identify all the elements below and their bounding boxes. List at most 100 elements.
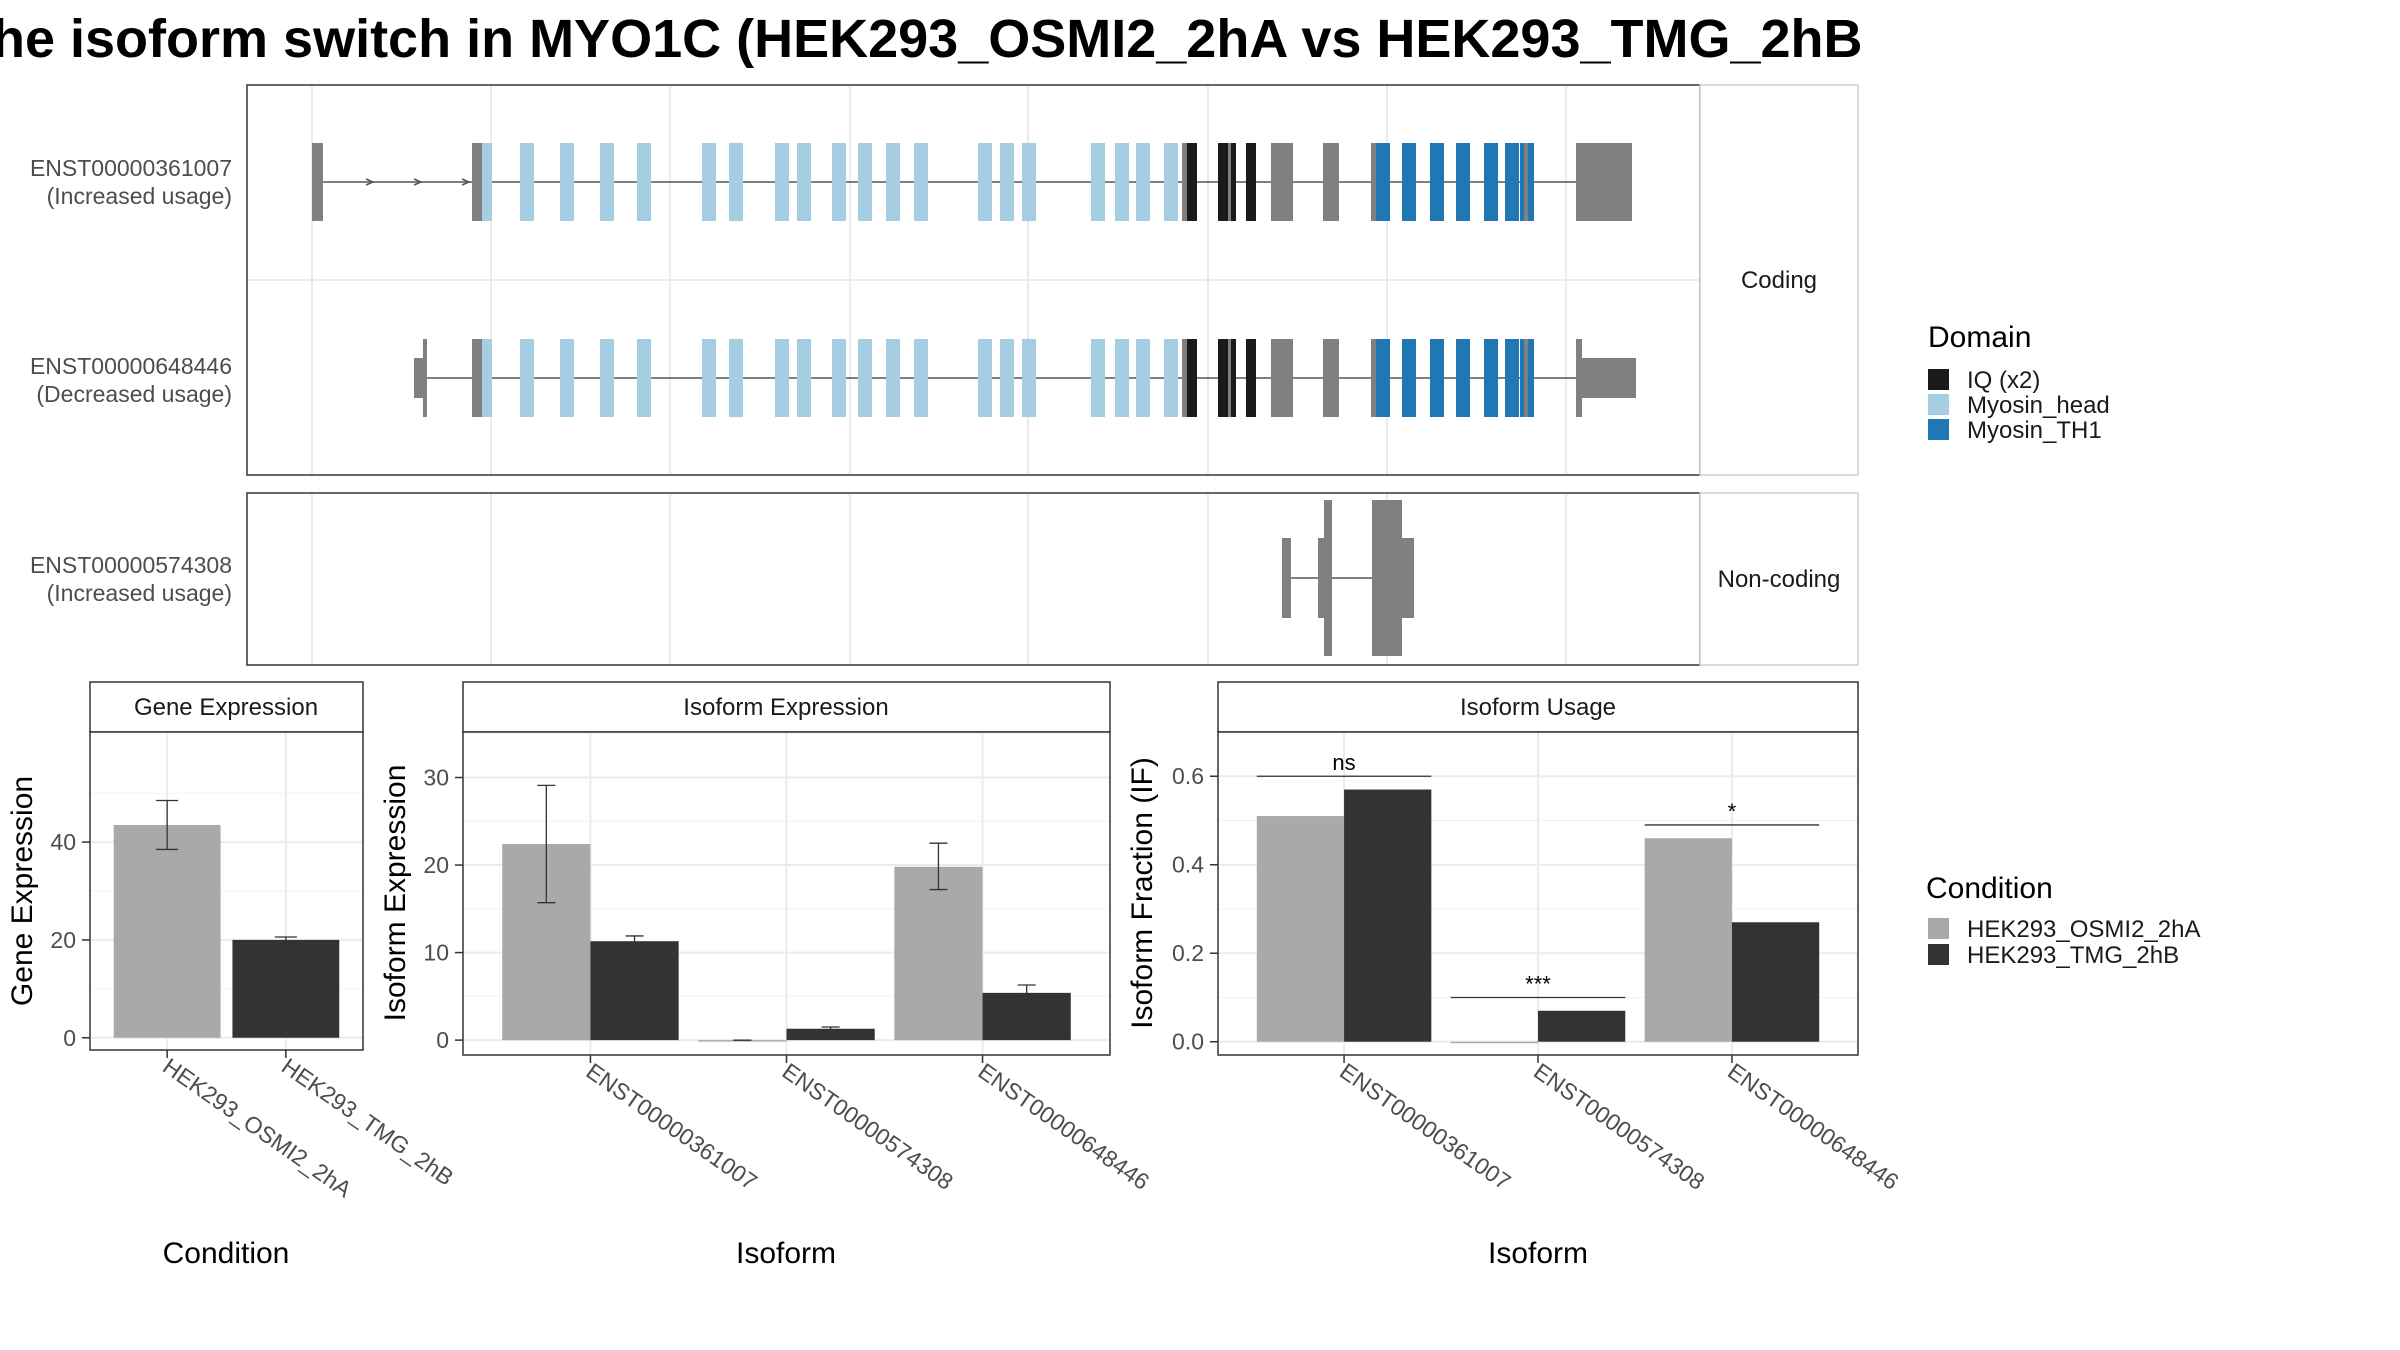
isoform-usage-strip [1217,681,1859,733]
domain-myosin-th1 [1430,339,1444,417]
domain-myosin-head [797,339,811,417]
domain-myosin-th1 [1456,143,1470,221]
domain-myosin-head [886,143,900,221]
exon-cds [1182,143,1191,221]
exon-cds [1228,143,1231,221]
domain-myosin-head [520,339,534,417]
strip-coding [1699,84,1859,476]
transcript-panel-noncoding: Non-coding ENST00000574308 (Increased us… [30,492,1859,666]
exon-cds [1228,339,1231,417]
bar [786,1028,875,1041]
significance-label: ns [1332,750,1355,775]
domain-myosin-head [978,143,992,221]
bar [698,1040,787,1042]
bar [1344,789,1432,1042]
domain-myosin-head [1164,339,1178,417]
domain-myosin-head [1091,339,1105,417]
transcript-label-id: ENST00000648446 [30,353,232,379]
y-tick-label: 20 [50,927,76,953]
gene-expression-strip-label: Gene Expression [134,694,318,721]
bar [1538,1010,1626,1042]
transcript-panel-coding: Coding ENST00000361007 (Increased usage)… [30,84,1859,476]
domain-myosin-head [560,339,574,417]
exon-cds [1576,339,1582,417]
domain-myosin-head [1022,339,1036,417]
domain-myosin-head [600,143,614,221]
isoform-usage-strip-label: Isoform Usage [1460,694,1616,721]
domain-myosin-head [1115,339,1129,417]
domain-myosin-head [1115,143,1129,221]
legend-key-condition-b [1928,944,1949,965]
domain-myosin-th1 [1456,339,1470,417]
gene-expression-strip [89,681,364,733]
transcript-panel-noncoding-tracks [1282,500,1414,656]
domain-myosin-head [637,339,651,417]
bar [590,941,679,1041]
x-tick-label: HEK293_OSMI2_2hA [158,1053,357,1203]
y-tick-label: 40 [50,829,76,855]
y-tick-label: 0 [63,1025,76,1051]
y-tick-label: 30 [423,765,449,791]
exon-cds [1524,339,1528,417]
domain-myosin-head [858,339,872,417]
exon-end [1576,143,1632,221]
domain-myosin-head [775,143,789,221]
domain-myosin-th1 [1376,143,1390,221]
x-tick-label: ENST00000574308 [778,1058,958,1195]
isoform-expression-xlabel: Isoform [736,1237,836,1270]
exon-utr [414,358,424,398]
bar [1644,838,1732,1042]
domain-myosin-head [858,143,872,221]
domain-myosin-head [1136,143,1150,221]
domain-myosin-head [1091,143,1105,221]
legend-label-iq: IQ (x2) [1967,367,2040,394]
domain-myosin-head [520,143,534,221]
intron-arrow [413,178,423,186]
domain-myosin-head [1022,143,1036,221]
strip-coding-label: Coding [1741,267,1817,294]
isoform-expression-strip [462,681,1111,733]
bar [113,824,221,1038]
domain-myosin-head [702,339,716,417]
domain-myosin-head [482,143,492,221]
y-tick-label: 20 [423,852,449,878]
transcript-label-usage: (Increased usage) [47,580,232,606]
exon-cds [1371,339,1377,417]
exon-end [1582,358,1636,398]
domain-myosin-head [729,143,743,221]
domain-myosin-head [832,143,846,221]
exon-cds [1371,143,1377,221]
legend-label-myosin-head: Myosin_head [1967,392,2110,419]
domain-myosin-head [914,339,928,417]
domain-myosin-head [978,339,992,417]
exon-cds [1524,143,1528,221]
exon-utr [312,143,323,221]
gene-expression-xlabel: Condition [163,1237,290,1270]
exon-cds [423,339,427,417]
exon-noncoding [1398,538,1414,618]
intron-arrow [461,178,471,186]
legend-label-condition-b: HEK293_TMG_2hB [1967,942,2179,969]
domain-myosin-head [560,143,574,221]
y-tick-label: 0 [436,1027,449,1053]
significance-label: * [1728,799,1737,824]
isoform-usage-panel: Isoform Usage ns****0.00.20.40.6ENST0000… [1126,681,1904,1270]
domain-myosin-th1 [1430,143,1444,221]
domain-myosin-th1 [1376,339,1390,417]
strip-noncoding-label: Non-coding [1718,566,1841,593]
legend-key-myosin-head [1928,394,1949,415]
y-tick-label: 10 [423,940,449,966]
domain-myosin-head [1136,339,1150,417]
exon-noncoding [1318,538,1327,618]
domain-legend-title: Domain [1928,321,2031,354]
legend-label-condition-a: HEK293_OSMI2_2hA [1967,916,2200,943]
domain-myosin-head [1000,339,1014,417]
exon-cds [1323,143,1339,221]
transcript-label-usage: (Decreased usage) [36,381,232,407]
isoform-usage-xlabel: Isoform [1488,1237,1588,1270]
domain-myosin-th1 [1402,143,1416,221]
domain-myosin-th1 [1402,339,1416,417]
legend-key-condition-a [1928,918,1949,939]
domain-iq [1187,339,1197,417]
y-tick-label: 0.0 [1172,1029,1204,1055]
